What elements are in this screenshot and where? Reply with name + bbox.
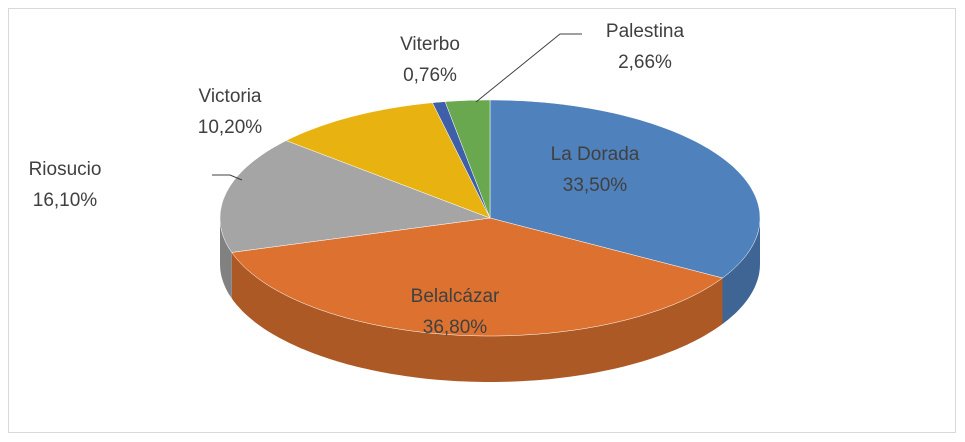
leader-line [475, 33, 582, 103]
data-label-value: 0,76% [403, 65, 457, 86]
pie-slice [231, 217, 724, 337]
leader-line [212, 174, 243, 181]
data-label-category: Belalcázar [411, 286, 500, 307]
data-label-category: Victoria [198, 86, 261, 107]
pie-slice-side [220, 218, 232, 299]
pie-slice-side [231, 252, 723, 382]
data-label-value: 33,50% [563, 175, 628, 196]
data-label-value: 16,10% [33, 190, 98, 211]
data-label-category: Riosucio [29, 159, 102, 180]
pie-slice [489, 99, 761, 279]
data-label-category: Palestina [606, 21, 685, 42]
data-label-value: 10,20% [198, 117, 263, 138]
pie-slice [444, 99, 491, 219]
data-label-value: 2,66% [618, 52, 672, 73]
data-label-category: Viterbo [400, 34, 460, 55]
pie-slice [219, 140, 491, 253]
pie-slice-side [722, 218, 760, 324]
data-label-category: La Dorada [551, 144, 640, 165]
data-label-value: 36,80% [423, 317, 488, 338]
pie-slice [285, 102, 491, 219]
